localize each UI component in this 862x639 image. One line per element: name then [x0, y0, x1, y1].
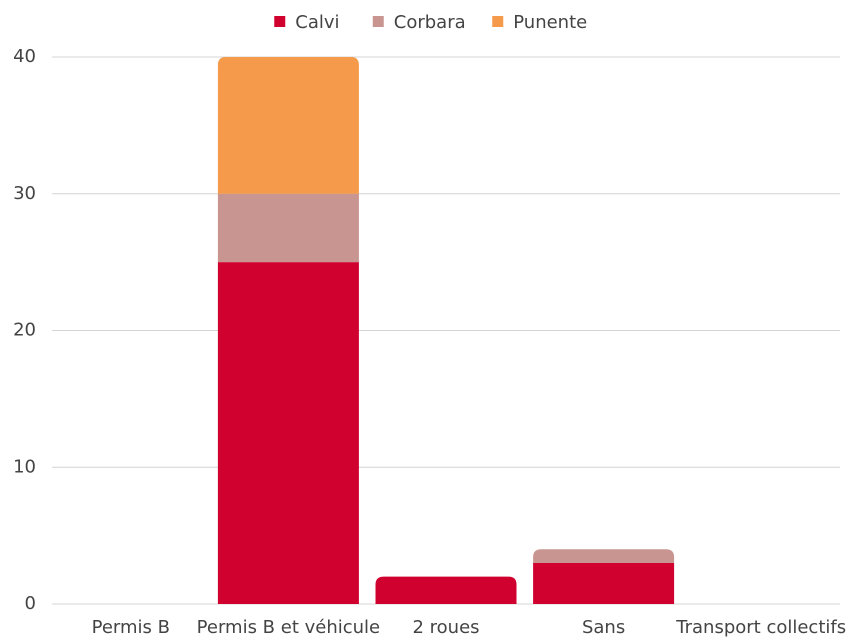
y-tick-label: 10: [13, 456, 36, 477]
x-tick-label: Permis B et véhicule: [197, 617, 380, 638]
y-tick-label: 30: [13, 183, 36, 204]
y-tick-label: 20: [13, 320, 36, 341]
bar-segment: [217, 262, 359, 604]
legend-label: Punente: [513, 12, 587, 33]
bar-segment: [533, 549, 675, 563]
y-tick-label: 0: [25, 593, 36, 614]
legend-swatch: [372, 16, 384, 27]
bar-segment: [375, 576, 517, 604]
bar-segment: [217, 57, 359, 194]
legend-swatch: [274, 16, 286, 27]
legend-label: Calvi: [295, 12, 339, 33]
x-tick-label: 2 roues: [412, 617, 479, 638]
legend-label: Corbara: [394, 12, 466, 33]
y-tick-label: 40: [13, 46, 36, 67]
x-tick-label: Permis B: [92, 617, 170, 638]
legend-swatch: [492, 16, 504, 27]
bar-segment: [217, 193, 359, 263]
x-tick-label: Transport collectifs: [675, 617, 846, 638]
bar-segment: [533, 562, 675, 604]
x-tick-label: Sans: [582, 617, 625, 638]
